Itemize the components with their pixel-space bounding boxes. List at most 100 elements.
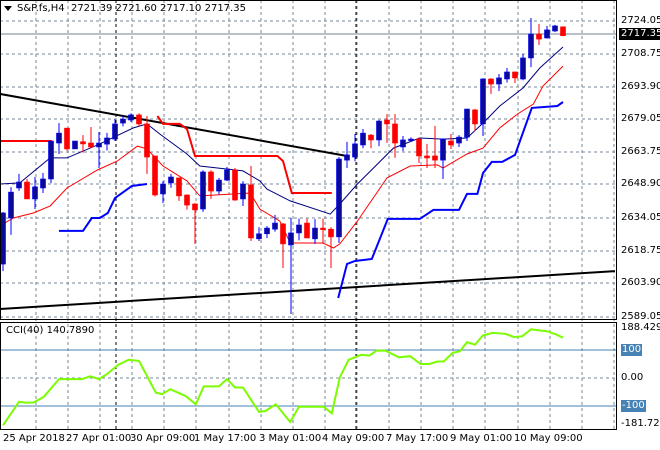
cci-level-100-label: 100 xyxy=(621,344,643,356)
candle xyxy=(472,108,478,131)
candle xyxy=(536,23,542,46)
candle xyxy=(88,127,94,149)
grid xyxy=(0,0,616,430)
candle-body xyxy=(112,123,118,140)
candle xyxy=(224,166,230,182)
candle-body xyxy=(48,140,54,180)
candle xyxy=(272,214,278,232)
candle xyxy=(528,18,534,68)
candle-body xyxy=(512,71,518,79)
candle xyxy=(304,218,310,239)
candle xyxy=(32,177,38,210)
candle xyxy=(184,194,190,210)
candle-body xyxy=(128,114,134,121)
candles xyxy=(0,18,566,315)
cci-line xyxy=(2,328,564,426)
cci-zero-label: 0.00 xyxy=(621,372,644,383)
candle-body xyxy=(560,26,566,36)
time-label: 25 Apr 2018 xyxy=(3,433,65,444)
stop-up-line xyxy=(59,183,148,232)
candle-body xyxy=(272,222,278,230)
price-label: 2634.05 xyxy=(621,212,660,223)
symbol-label: S&P.fs,H4 xyxy=(17,3,65,14)
cci-panel xyxy=(0,328,616,426)
candle xyxy=(64,127,70,151)
cci-level-minus100-label: -100 xyxy=(621,400,646,412)
candle-body xyxy=(224,169,230,181)
candle xyxy=(552,24,558,33)
candle-body xyxy=(384,119,390,125)
ma-slow-line xyxy=(0,65,564,249)
candle-body xyxy=(336,158,342,238)
candle xyxy=(520,53,526,81)
candle xyxy=(296,218,302,241)
candle-body xyxy=(56,132,62,144)
candle-body xyxy=(296,224,302,234)
candle-body xyxy=(88,142,94,148)
chart-header: S&P.fs,H4 2721.39 2721.60 2717.10 2717.3… xyxy=(4,3,246,14)
candle xyxy=(344,141,350,169)
time-label: 7 May 17:00 xyxy=(386,433,449,444)
time-label: 9 May 01:00 xyxy=(450,433,513,444)
candle-body xyxy=(160,183,166,195)
open-value: 2721.39 xyxy=(70,3,113,14)
candle-body xyxy=(536,33,542,40)
price-label: 2708.75 xyxy=(621,48,660,59)
candle xyxy=(544,25,550,39)
time-label: 4 May 09:00 xyxy=(322,433,385,444)
candle xyxy=(496,73,502,92)
cci-panel-frame xyxy=(0,322,617,430)
candle-body xyxy=(288,232,294,246)
candle xyxy=(16,173,22,191)
low-value: 2717.10 xyxy=(160,3,202,14)
candle xyxy=(504,68,510,83)
candle xyxy=(408,137,414,142)
candle xyxy=(560,26,566,37)
candle xyxy=(392,114,398,158)
candle-body xyxy=(320,227,326,230)
price-label: 2648.90 xyxy=(621,178,660,189)
price-label: 2603.90 xyxy=(621,277,660,288)
dropdown-triangle-icon[interactable] xyxy=(4,5,12,11)
candle xyxy=(480,78,486,137)
candle xyxy=(0,211,6,272)
candle-body xyxy=(480,78,486,125)
price-label: 2589.05 xyxy=(621,311,660,322)
candle xyxy=(424,143,430,169)
candle xyxy=(192,203,198,244)
candle-body xyxy=(544,29,550,39)
candle-body xyxy=(432,155,438,161)
candle-body xyxy=(464,108,470,138)
candle xyxy=(368,134,374,149)
candle-body xyxy=(16,181,22,189)
trendline xyxy=(0,270,616,310)
candle xyxy=(352,134,358,162)
candle xyxy=(56,123,62,154)
candle-body xyxy=(40,178,46,189)
candle-body xyxy=(64,127,70,150)
candle xyxy=(48,140,54,184)
candle-body xyxy=(240,183,246,200)
price-label: 2693.90 xyxy=(621,81,660,92)
candle-body xyxy=(528,33,534,59)
candle-body xyxy=(8,191,14,219)
candle xyxy=(384,114,390,144)
candle xyxy=(432,125,438,169)
candle xyxy=(216,177,222,195)
candle xyxy=(136,113,142,127)
candle-body xyxy=(392,123,398,144)
candle xyxy=(248,166,254,242)
candle-body xyxy=(456,136,462,144)
candle-body xyxy=(152,155,158,196)
candle-body xyxy=(256,233,262,240)
candle-body xyxy=(72,140,78,150)
candle xyxy=(208,170,214,199)
frames xyxy=(0,0,617,430)
candle-body xyxy=(96,142,102,148)
candle-body xyxy=(176,177,182,197)
candle xyxy=(320,218,326,244)
candle xyxy=(264,226,270,239)
stop-down-line xyxy=(156,115,332,194)
candle-body xyxy=(472,109,478,125)
candle xyxy=(24,178,30,200)
